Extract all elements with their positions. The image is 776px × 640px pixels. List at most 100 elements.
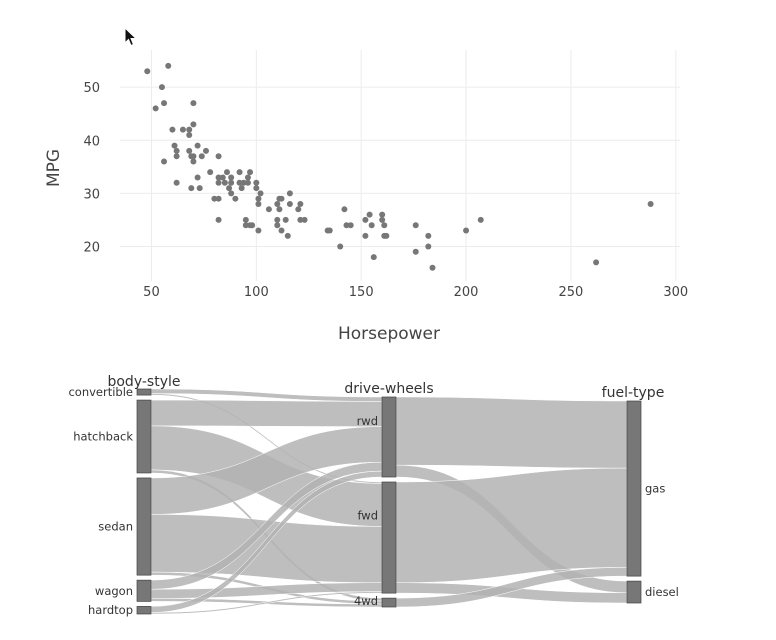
- scatter-point[interactable]: [286, 190, 293, 197]
- scatter-point[interactable]: [276, 206, 283, 213]
- scatter-point[interactable]: [379, 211, 386, 218]
- scatter-point[interactable]: [362, 232, 369, 239]
- scatter-point[interactable]: [257, 190, 264, 197]
- scatter-point[interactable]: [463, 227, 470, 234]
- scatter-point[interactable]: [194, 142, 201, 149]
- scatter-point[interactable]: [173, 153, 180, 160]
- scatter-point[interactable]: [379, 216, 386, 223]
- scatter-point[interactable]: [253, 179, 260, 186]
- scatter-point[interactable]: [255, 195, 262, 202]
- scatter-point[interactable]: [207, 169, 214, 176]
- scatter-point[interactable]: [429, 264, 436, 271]
- scatter-point[interactable]: [215, 153, 222, 160]
- sankey-category-bars[interactable]: [136, 388, 642, 615]
- parallel-categories-plot[interactable]: convertible hatchback sedan wagon hardtop rwd…: [68, 374, 678, 617]
- scatter-point[interactable]: [196, 185, 203, 192]
- scatter-point[interactable]: [337, 243, 344, 250]
- scatter-point[interactable]: [242, 222, 249, 229]
- scatter-point[interactable]: [242, 216, 249, 223]
- scatter-point[interactable]: [161, 100, 168, 107]
- scatter-plot[interactable]: 50 100 150 200 250 300 20 30 40 50 Horsepower MP…: [44, 50, 688, 344]
- scatter-point[interactable]: [247, 169, 254, 176]
- scatter-point[interactable]: [165, 62, 172, 69]
- scatter-point[interactable]: [425, 243, 432, 250]
- scatter-point[interactable]: [219, 174, 226, 181]
- scatter-point[interactable]: [343, 222, 350, 229]
- scatter-point[interactable]: [284, 232, 291, 239]
- scatter-point[interactable]: [341, 206, 348, 213]
- scatter-point[interactable]: [244, 179, 251, 186]
- ribbon-hatchback-rwd[interactable]: [150, 399, 383, 427]
- scatter-point[interactable]: [190, 121, 197, 128]
- scatter-point[interactable]: [278, 195, 285, 202]
- scatter-point[interactable]: [194, 174, 201, 181]
- scatter-point[interactable]: [366, 211, 373, 218]
- scatter-point[interactable]: [278, 227, 285, 234]
- scatter-point[interactable]: [286, 201, 293, 207]
- scatter-point[interactable]: [152, 105, 159, 112]
- scatter-point[interactable]: [240, 179, 247, 186]
- scatter-point[interactable]: [232, 195, 239, 202]
- scatter-point[interactable]: [412, 248, 419, 255]
- category-bar-sedan[interactable]: [136, 477, 152, 576]
- scatter-point[interactable]: [223, 169, 230, 176]
- scatter-point[interactable]: [211, 195, 218, 202]
- scatter-point[interactable]: [295, 206, 302, 213]
- scatter-point[interactable]: [215, 174, 222, 181]
- category-bar-fwd[interactable]: [381, 481, 397, 594]
- category-bar-rwd[interactable]: [381, 396, 397, 478]
- scatter-point[interactable]: [593, 259, 600, 266]
- scatter-point[interactable]: [647, 201, 654, 207]
- scatter-point[interactable]: [228, 190, 235, 197]
- scatter-point[interactable]: [297, 201, 304, 207]
- scatter-point[interactable]: [238, 185, 245, 192]
- scatter-point[interactable]: [188, 185, 195, 192]
- scatter-point[interactable]: [215, 179, 222, 186]
- scatter-point[interactable]: [228, 179, 235, 186]
- category-bar-hatchback[interactable]: [136, 399, 152, 474]
- scatter-point[interactable]: [186, 126, 193, 133]
- scatter-point[interactable]: [190, 153, 197, 160]
- scatter-point[interactable]: [186, 147, 193, 154]
- scatter-point[interactable]: [221, 179, 228, 186]
- scatter-point[interactable]: [362, 216, 369, 223]
- scatter-point[interactable]: [326, 227, 333, 234]
- scatter-point[interactable]: [412, 222, 419, 229]
- scatter-point[interactable]: [236, 169, 243, 176]
- scatter-point[interactable]: [198, 153, 205, 160]
- scatter-point[interactable]: [249, 222, 256, 229]
- scatter-point[interactable]: [173, 147, 180, 154]
- scatter-point[interactable]: [169, 126, 176, 133]
- category-bar-hardtop[interactable]: [136, 606, 152, 615]
- scatter-point[interactable]: [144, 68, 151, 75]
- scatter-point[interactable]: [383, 232, 390, 239]
- scatter-point[interactable]: [370, 254, 377, 261]
- scatter-point[interactable]: [282, 216, 289, 223]
- ribbon-fwd-gas[interactable]: [395, 467, 628, 583]
- scatter-point[interactable]: [368, 222, 375, 229]
- scatter-point[interactable]: [215, 216, 222, 223]
- scatter-point[interactable]: [253, 185, 260, 192]
- scatter-point[interactable]: [477, 216, 484, 223]
- scatter-point[interactable]: [228, 174, 235, 181]
- scatter-point[interactable]: [171, 142, 178, 149]
- scatter-point[interactable]: [236, 179, 243, 186]
- scatter-point[interactable]: [161, 158, 168, 165]
- ribbon-rwd-gas[interactable]: [395, 396, 628, 469]
- scatter-point[interactable]: [215, 195, 222, 202]
- scatter-points[interactable]: [144, 62, 654, 271]
- scatter-point[interactable]: [255, 201, 262, 207]
- category-bar-4wd[interactable]: [381, 597, 397, 608]
- scatter-point[interactable]: [274, 222, 281, 229]
- category-bar-wagon[interactable]: [136, 579, 152, 602]
- scatter-point[interactable]: [179, 126, 186, 133]
- scatter-point[interactable]: [158, 84, 165, 91]
- scatter-point[interactable]: [274, 201, 281, 207]
- scatter-point[interactable]: [190, 158, 197, 165]
- scatter-point[interactable]: [301, 216, 308, 223]
- category-bar-gas[interactable]: [626, 400, 642, 577]
- scatter-point[interactable]: [347, 222, 354, 229]
- category-bar-convertible[interactable]: [136, 388, 152, 396]
- scatter-point[interactable]: [226, 185, 233, 192]
- scatter-point[interactable]: [297, 216, 304, 223]
